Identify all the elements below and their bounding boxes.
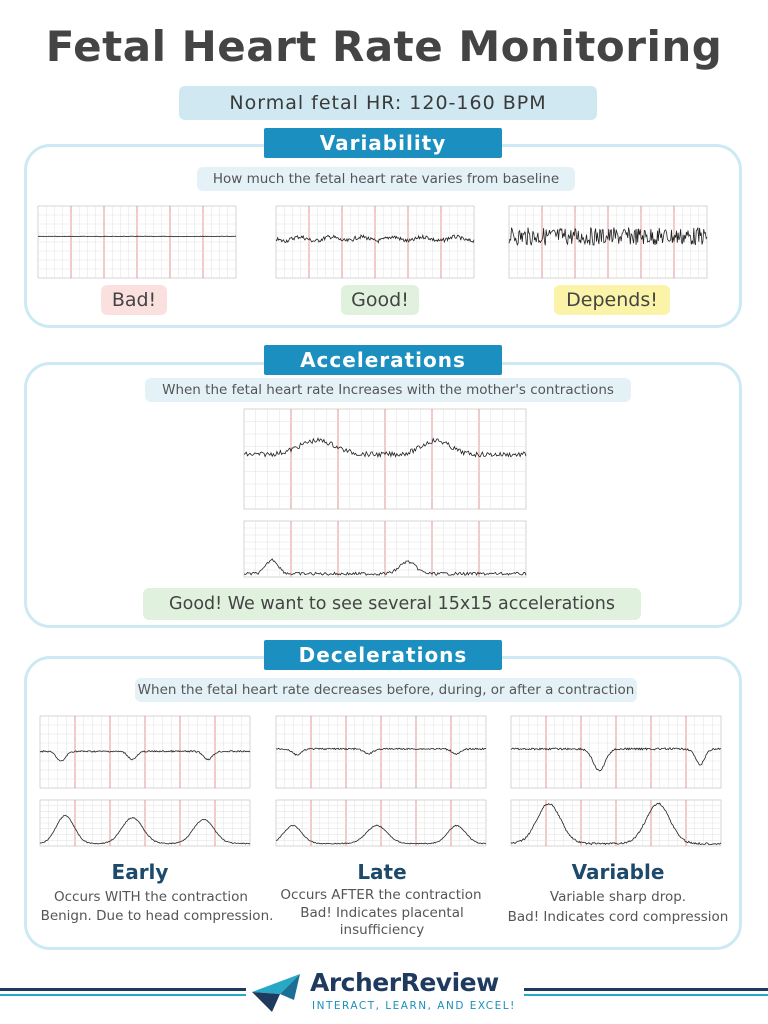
footer-rule-right xyxy=(524,988,768,991)
deceleration-early-line2: Benign. Due to head compression. xyxy=(40,908,274,924)
deceleration-early-title: Early xyxy=(111,860,169,884)
deceleration-variable-line1: Variable sharp drop. xyxy=(549,889,687,905)
footer-rule-right-accent xyxy=(524,994,768,996)
page-title: Fetal Heart Rate Monitoring xyxy=(45,22,723,71)
deceleration-early-line1: Occurs WITH the contraction xyxy=(53,889,248,905)
rating-good: Good! xyxy=(341,285,419,315)
accelerations-note: Good! We want to see several 15x15 accel… xyxy=(143,588,641,620)
archer-arrow-logo-icon xyxy=(252,974,300,1012)
rating-bad: Bad! xyxy=(101,285,167,315)
accelerations-header: Accelerations xyxy=(264,345,502,375)
brand-tagline: INTERACT, LEARN, AND EXCEL! xyxy=(312,1000,516,1012)
deceleration-late-line1: Occurs AFTER the contraction xyxy=(280,887,482,903)
decelerations-description: When the fetal heart rate decreases befo… xyxy=(135,678,637,702)
strip-early-contractions xyxy=(39,799,251,847)
rating-depends: Depends! xyxy=(554,285,670,315)
strip-acceleration-contractions xyxy=(243,520,527,578)
deceleration-variable-title: Variable xyxy=(571,860,665,884)
strip-variability-depends xyxy=(508,205,708,279)
decelerations-header: Decelerations xyxy=(264,640,502,670)
deceleration-variable-line2: Bad! Indicates cord compression xyxy=(507,909,729,925)
variability-description: How much the fetal heart rate varies fro… xyxy=(197,167,575,191)
accelerations-description: When the fetal heart rate Increases with… xyxy=(145,378,631,402)
strip-late-contractions xyxy=(275,799,487,847)
strip-late-fhr xyxy=(275,715,487,789)
normal-range-banner: Normal fetal HR: 120-160 BPM xyxy=(179,86,597,120)
footer-rule-left xyxy=(0,988,246,991)
deceleration-late-title: Late xyxy=(357,860,407,884)
strip-variability-bad xyxy=(37,205,237,279)
deceleration-late-line2: Bad! Indicates placental insufficiency xyxy=(300,905,464,938)
brand-name: ArcherReview xyxy=(310,968,499,997)
strip-variability-good xyxy=(275,205,475,279)
strip-variable-contractions xyxy=(510,799,722,847)
strip-variable-fhr xyxy=(510,715,722,789)
strip-acceleration-fhr xyxy=(243,408,527,510)
variability-header: Variability xyxy=(264,128,502,158)
footer-rule-left-accent xyxy=(0,994,246,996)
strip-early-fhr xyxy=(39,715,251,789)
